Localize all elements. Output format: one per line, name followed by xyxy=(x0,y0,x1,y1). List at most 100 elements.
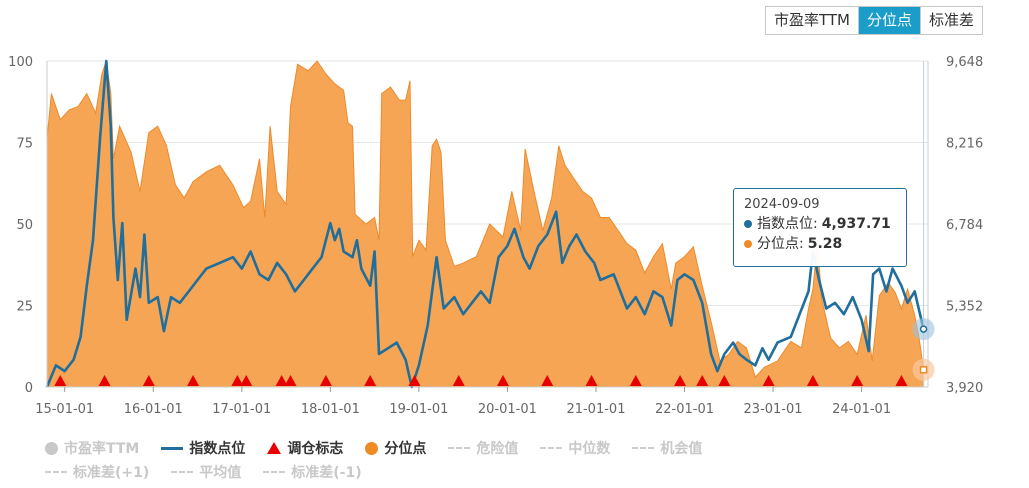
x-tick-label: 16-01-01 xyxy=(124,402,183,417)
legend-index-line-icon xyxy=(161,446,184,450)
legend-label: 调仓标志 xyxy=(287,441,344,457)
rebalance-marker xyxy=(629,375,642,386)
legend-dash-icon xyxy=(45,471,67,473)
legend-label: 机会值 xyxy=(660,441,703,457)
x-tick-label: 18-01-01 xyxy=(301,402,360,417)
tooltip-index-dot xyxy=(744,220,752,228)
rebalance-marker xyxy=(452,375,465,386)
legend-triangle-icon xyxy=(267,442,282,454)
data-tooltip: 2024-09-09 指数点位: 4,937.71 分位点: 5.28 xyxy=(733,188,907,267)
rebalance-marker xyxy=(231,375,244,386)
rebalance-marker xyxy=(496,375,509,386)
legend-row-2: 标准差(+1) 平均值 标准差(-1) xyxy=(45,460,945,484)
y-left-tick-label: 0 xyxy=(25,381,33,396)
legend-dash-icon xyxy=(171,471,194,473)
x-tick-label: 20-01-01 xyxy=(478,402,537,417)
legend-percentile-dot-icon xyxy=(365,441,379,455)
rebalance-marker xyxy=(718,375,731,386)
legend-pe-ttm-dot-icon xyxy=(45,441,58,455)
legend-row-1: 市盈率TTM 指数点位 调仓标志 分位点 危险值 中位数 机会值 xyxy=(45,436,945,460)
tooltip-index-value: 4,937.71 xyxy=(821,216,891,232)
rebalance-marker xyxy=(408,375,421,386)
legend-label: 危险值 xyxy=(476,441,519,457)
y-right-tick-label: 6,784 xyxy=(946,218,983,233)
hover-index-point xyxy=(919,325,928,333)
y-right-tick-label: 3,920 xyxy=(946,381,983,396)
rebalance-marker xyxy=(319,375,332,386)
tooltip-row-percentile: 分位点: 5.28 xyxy=(744,234,896,254)
rebalance-marker xyxy=(284,375,297,386)
legend-label: 中位数 xyxy=(568,441,611,457)
legend-dash-icon xyxy=(263,471,286,473)
percentile-area-layer xyxy=(46,60,925,388)
y-right-tick-label: 9,648 xyxy=(946,55,983,70)
legend-dash-icon xyxy=(448,447,471,449)
tooltip-index-label: 指数点位: xyxy=(757,216,818,232)
x-tick-label: 17-01-01 xyxy=(212,402,271,417)
rebalance-marker xyxy=(54,375,67,386)
rebalance-marker xyxy=(895,375,908,386)
axis-layer: 0 3,920 25 5,352 50 6,784 75 8,216 100 9,648 15-01… xyxy=(8,55,983,417)
legend-label: 标准差(-1) xyxy=(291,465,362,481)
legend-item-pe-ttm[interactable]: 市盈率TTM xyxy=(45,438,139,458)
index-line-layer xyxy=(45,59,925,389)
rebalance-marker xyxy=(762,375,775,386)
rebalance-marker xyxy=(364,375,377,386)
y-left-tick-label: 75 xyxy=(16,137,33,152)
rebalance-marker xyxy=(98,375,111,386)
percentile-button[interactable]: 分位点 xyxy=(859,7,922,34)
pe-ttm-button[interactable]: 市盈率TTM xyxy=(766,7,860,34)
chart-legend: 市盈率TTM 指数点位 调仓标志 分位点 危险值 中位数 机会值 xyxy=(45,436,945,484)
tooltip-percentile-label: 分位点: xyxy=(757,236,804,252)
legend-item-std-plus[interactable]: 标准差(+1) xyxy=(45,462,149,482)
x-tick-label: 22-01-01 xyxy=(655,402,714,417)
rebalance-marker xyxy=(806,375,819,386)
legend-label: 市盈率TTM xyxy=(64,441,140,457)
rebalance-marker xyxy=(187,375,200,386)
rebalance-marker xyxy=(142,375,155,386)
legend-label: 平均值 xyxy=(199,465,242,481)
legend-dash-icon xyxy=(540,447,563,449)
hover-layer xyxy=(912,61,935,387)
legend-label: 标准差(+1) xyxy=(73,465,150,481)
legend-item-percentile[interactable]: 分位点 xyxy=(365,438,426,458)
chart-plot[interactable]: 0 3,920 25 5,352 50 6,784 75 8,216 100 9,648 15-01… xyxy=(0,0,1029,430)
x-tick-label: 15-01-01 xyxy=(35,402,94,417)
y-right-tick-label: 8,216 xyxy=(946,137,983,152)
std-dev-button[interactable]: 标准差 xyxy=(921,7,983,34)
y-left-tick-label: 50 xyxy=(16,218,33,233)
percentile-area xyxy=(46,60,925,388)
rebalance-marker xyxy=(696,375,709,386)
rebalance-marker xyxy=(674,375,687,386)
y-left-tick-label: 100 xyxy=(8,55,33,70)
tooltip-row-index: 指数点位: 4,937.71 xyxy=(744,214,896,234)
metric-switch: 市盈率TTM 分位点 标准差 xyxy=(765,6,984,35)
x-tick-label: 23-01-01 xyxy=(744,402,803,417)
x-tick-label: 21-01-01 xyxy=(566,402,625,417)
legend-item-index[interactable]: 指数点位 xyxy=(161,438,245,458)
rebalance-marker xyxy=(851,375,864,386)
y-left-tick-label: 25 xyxy=(16,300,33,315)
rebalance-marker xyxy=(585,375,598,386)
legend-item-median[interactable]: 中位数 xyxy=(540,438,610,458)
legend-item-average[interactable]: 平均值 xyxy=(171,462,241,482)
tooltip-percentile-dot xyxy=(744,240,752,248)
legend-dash-icon xyxy=(632,447,655,449)
tooltip-date: 2024-09-09 xyxy=(744,197,820,212)
legend-item-std-minus[interactable]: 标准差(-1) xyxy=(263,462,362,482)
legend-item-opportunity[interactable]: 机会值 xyxy=(632,438,702,458)
legend-label: 指数点位 xyxy=(189,441,246,457)
x-tick-label: 19-01-01 xyxy=(389,402,448,417)
rebalance-marker xyxy=(240,375,253,386)
rebalance-marker xyxy=(275,375,288,386)
legend-label: 分位点 xyxy=(384,441,427,457)
index-line xyxy=(45,59,925,389)
hover-percentile-point xyxy=(919,366,928,374)
x-tick-label: 24-01-01 xyxy=(832,402,891,417)
rebalance-marker xyxy=(541,375,554,386)
legend-item-danger[interactable]: 危险值 xyxy=(448,438,518,458)
rebalance-marker-layer xyxy=(54,375,908,386)
legend-item-rebalance[interactable]: 调仓标志 xyxy=(267,438,343,458)
tooltip-percentile-value: 5.28 xyxy=(807,236,843,252)
y-right-tick-label: 5,352 xyxy=(946,300,983,315)
